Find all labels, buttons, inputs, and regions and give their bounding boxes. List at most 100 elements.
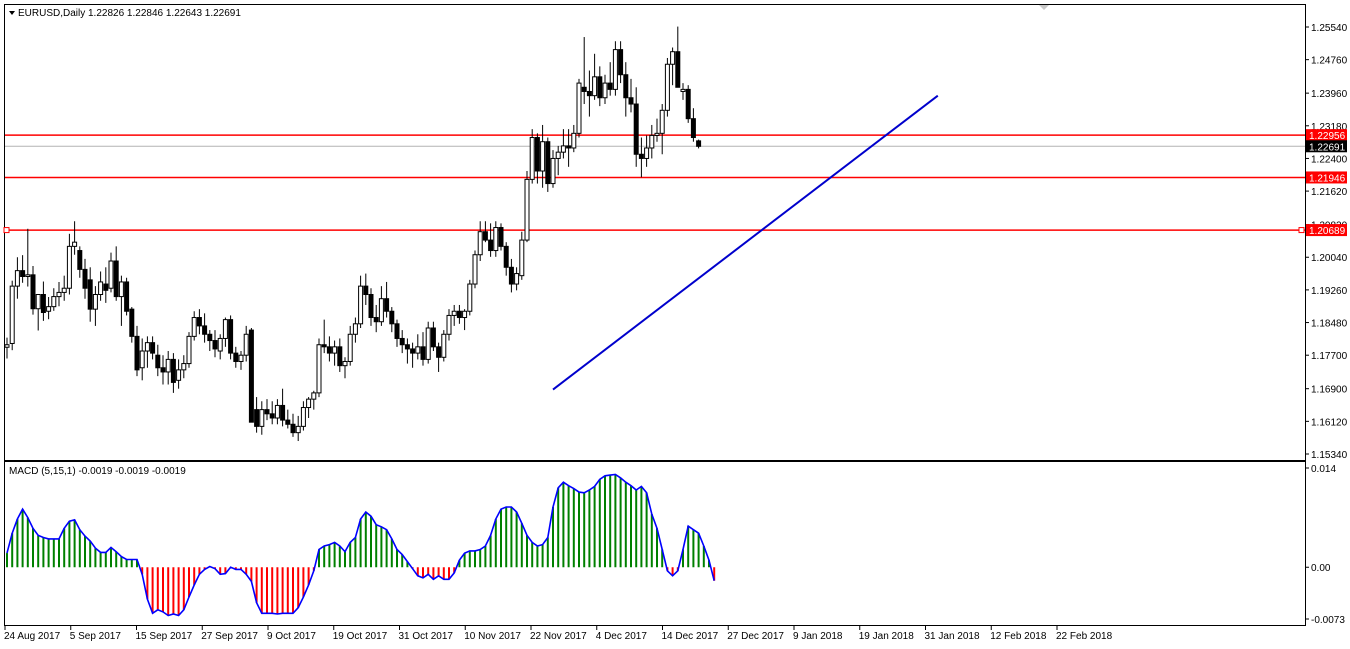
candle bbox=[87, 267, 93, 322]
candle-body bbox=[321, 344, 327, 348]
chart-ohlc: 1.22826 1.22846 1.22643 1.22691 bbox=[88, 8, 241, 19]
price-tick-label: 1.21620 bbox=[1311, 187, 1348, 198]
candle-body bbox=[576, 82, 582, 134]
current-price-tag bbox=[1306, 140, 1347, 153]
candle-body bbox=[51, 296, 57, 308]
candle bbox=[352, 317, 358, 343]
candle-body bbox=[514, 273, 520, 285]
candle bbox=[581, 37, 587, 105]
candle-body bbox=[503, 245, 509, 268]
candle bbox=[550, 150, 556, 188]
candle-body bbox=[337, 346, 343, 367]
candle bbox=[571, 124, 577, 153]
candle bbox=[82, 258, 88, 299]
time-tick-label: 22 Feb 2018 bbox=[1056, 631, 1113, 642]
candle bbox=[638, 137, 644, 178]
candle-body bbox=[555, 151, 561, 159]
candle bbox=[399, 330, 405, 354]
candle bbox=[389, 307, 395, 333]
candle-body bbox=[61, 287, 67, 293]
macd-tick-label: 0.014 bbox=[1311, 464, 1336, 475]
candle bbox=[534, 133, 540, 184]
candle-body bbox=[488, 239, 494, 252]
time-tick-label: 9 Jan 2018 bbox=[793, 631, 843, 642]
candle bbox=[20, 255, 26, 283]
candle-body bbox=[436, 346, 442, 358]
candle bbox=[77, 246, 83, 278]
shift-marker-icon[interactable] bbox=[1039, 5, 1049, 10]
time-tick-label: 10 Nov 2017 bbox=[464, 631, 521, 642]
candle bbox=[254, 397, 260, 433]
candle-body bbox=[280, 404, 286, 421]
candle-body bbox=[404, 344, 410, 350]
candle-body bbox=[690, 118, 696, 139]
candle bbox=[326, 336, 332, 362]
candle-body bbox=[77, 250, 83, 270]
candle-body bbox=[675, 51, 681, 88]
price-tick-label: 1.19260 bbox=[1311, 286, 1348, 297]
candle-body bbox=[462, 310, 468, 319]
candle bbox=[508, 258, 514, 293]
level-price-tag bbox=[1306, 171, 1347, 184]
candle-body bbox=[4, 344, 10, 348]
horizontal-levels[interactable] bbox=[3, 134, 1305, 234]
candle-body bbox=[285, 419, 291, 425]
price-axis: 1.25540 1.24760 1.23960 1.23180 1.22400 1.216… bbox=[1305, 23, 1348, 461]
time-tick-label: 22 Nov 2017 bbox=[530, 631, 587, 642]
candle-body bbox=[612, 49, 618, 90]
time-tick-label: 27 Sep 2017 bbox=[201, 631, 258, 642]
candle bbox=[264, 399, 270, 421]
candle-body bbox=[326, 346, 332, 354]
candle bbox=[696, 139, 702, 149]
candle-body bbox=[358, 285, 364, 325]
candle bbox=[212, 330, 218, 358]
candle-body bbox=[378, 298, 384, 323]
candle-body bbox=[196, 317, 202, 327]
macd-panel-frame bbox=[4, 461, 1306, 626]
candle-body bbox=[456, 310, 462, 319]
time-tick-label: 4 Dec 2017 bbox=[596, 631, 648, 642]
candle-body bbox=[274, 404, 280, 419]
price-panel-frame bbox=[4, 4, 1306, 461]
candle bbox=[607, 62, 613, 96]
candle-body bbox=[56, 291, 62, 298]
candle bbox=[373, 304, 379, 333]
time-axis: 24 Aug 2017 5 Sep 2017 15 Sep 2017 27 Sep 2… bbox=[4, 626, 1113, 642]
candle-body bbox=[191, 317, 197, 337]
price-tick-label: 1.24760 bbox=[1311, 56, 1348, 67]
level-price-label: 1.20689 bbox=[1309, 226, 1346, 237]
candle-body bbox=[181, 363, 187, 371]
candle bbox=[498, 223, 504, 251]
candle bbox=[150, 336, 156, 360]
candle bbox=[659, 104, 665, 155]
candle-body bbox=[264, 409, 270, 415]
trendline-group[interactable] bbox=[552, 94, 939, 391]
macd-signal-polyline bbox=[6, 473, 715, 617]
candle-body bbox=[566, 145, 572, 149]
candle bbox=[332, 340, 338, 366]
candle-body bbox=[649, 134, 655, 149]
candle bbox=[670, 47, 676, 86]
candle-body bbox=[389, 310, 395, 325]
candle-body bbox=[103, 283, 109, 291]
candle bbox=[664, 57, 670, 117]
candle-body bbox=[430, 327, 436, 348]
candle-body bbox=[46, 306, 52, 312]
candle bbox=[124, 277, 130, 316]
candle bbox=[436, 342, 442, 372]
candle-body bbox=[295, 425, 301, 434]
candle bbox=[337, 338, 343, 372]
candle bbox=[176, 359, 182, 389]
candle bbox=[456, 304, 462, 324]
candle bbox=[415, 334, 421, 360]
candle-body bbox=[259, 409, 265, 427]
candle bbox=[259, 401, 265, 435]
candle bbox=[191, 311, 197, 341]
time-tick-label: 12 Feb 2018 bbox=[990, 631, 1047, 642]
candle-body bbox=[160, 367, 166, 373]
candle-body bbox=[451, 310, 457, 316]
symbol-menu-icon[interactable] bbox=[9, 11, 15, 15]
candle bbox=[165, 351, 171, 385]
candle bbox=[222, 317, 228, 347]
